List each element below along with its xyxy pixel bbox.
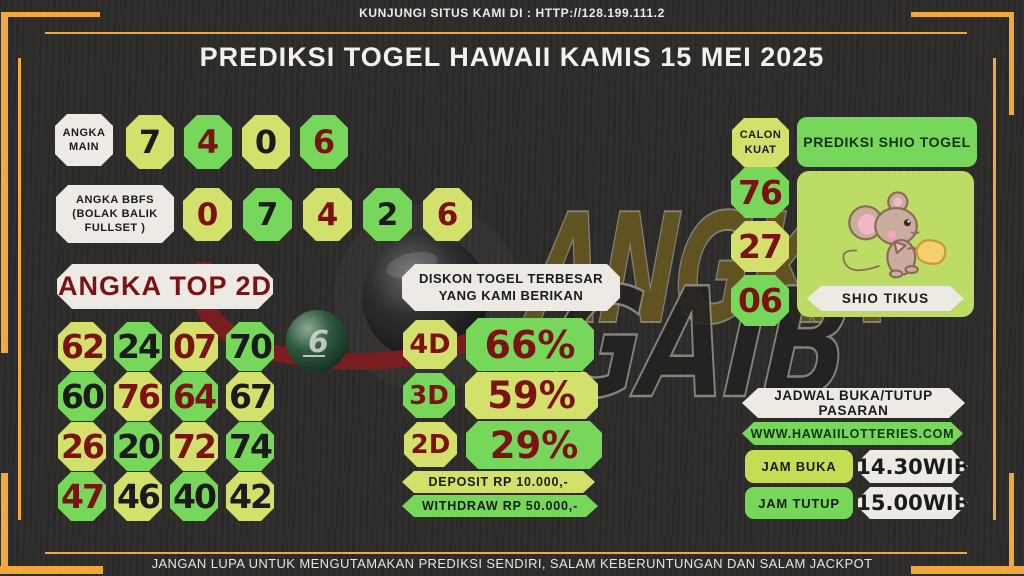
frame-corner-bl-v: [1, 473, 8, 568]
top2d-tile: 40: [170, 472, 218, 521]
frame-corner-tr-v: [1009, 12, 1014, 115]
frame-inner-right-line: [993, 58, 996, 520]
website-link[interactable]: WWW.HAWAIILOTTERIES.COM: [742, 422, 963, 445]
angka-top2d-grid: 62 24 07 70 60 76 64 67 26 20 72 74 47 4…: [58, 322, 274, 522]
jam-tutup-time: 15.00WIB: [858, 487, 968, 519]
top2d-tile: 74: [226, 422, 274, 471]
calon-kuat-tile: 06: [731, 275, 789, 326]
footer-note: JANGAN LUPA UNTUK MENGUTAMAKAN PREDIKSI …: [151, 556, 873, 571]
angka-bbfs-tile: 6: [423, 188, 472, 241]
shio-name-badge: SHIO TIKUS: [807, 286, 964, 311]
frame-corner-bl-h: [0, 566, 103, 574]
jam-buka-label: JAM BUKA: [745, 450, 853, 483]
calon-kuat-tile: 27: [731, 221, 789, 272]
diskon-3d-label: 3D: [403, 373, 455, 418]
top2d-tile: 62: [58, 322, 106, 371]
top2d-tile: 24: [114, 322, 162, 371]
calon-kuat-tiles: 76 27 06: [731, 167, 789, 326]
diskon-3d-value: 59%: [465, 372, 598, 419]
six-ball-icon: [286, 310, 348, 372]
diskon-4d-label: 4D: [403, 320, 457, 369]
deposit-info: DEPOSIT RP 10.000,-: [402, 471, 595, 493]
angka-main-tile: 0: [242, 115, 290, 169]
calon-kuat-tile: 76: [731, 167, 789, 218]
angka-bbfs-tile: 4: [303, 188, 352, 241]
angka-main-tile: 6: [300, 115, 348, 169]
site-url-notice[interactable]: KUNJUNGI SITUS KAMI DI : HTTP://128.199.…: [359, 6, 665, 20]
top2d-tile: 64: [170, 372, 218, 421]
angka-bbfs-tile: 0: [183, 188, 232, 241]
angka-main-label: ANGKA MAIN: [55, 114, 113, 166]
angka-main-tiles: 7 4 0 6: [126, 115, 348, 169]
frame-corner-br-v: [1009, 473, 1014, 568]
top2d-tile: 42: [226, 472, 274, 521]
six-ball-number: 6: [308, 325, 329, 360]
shio-panel: SHIO TIKUS: [797, 171, 974, 317]
top2d-tile: 46: [114, 472, 162, 521]
frame-corner-tl-v: [1, 12, 8, 353]
diskon-4d-value: 66%: [466, 318, 594, 371]
angka-top2d-label: ANGKA TOP 2D: [57, 264, 273, 309]
jadwal-title: JADWAL BUKA/TUTUP PASARAN: [742, 388, 965, 418]
top2d-tile: 76: [114, 372, 162, 421]
frame-corner-br-h: [911, 566, 1024, 574]
frame-bottom-line: [45, 552, 967, 554]
angka-bbfs-tile: 2: [363, 188, 412, 241]
top2d-tile: 67: [226, 372, 274, 421]
angka-bbfs-tiles: 0 7 4 2 6: [183, 188, 472, 241]
top2d-tile: 60: [58, 372, 106, 421]
top2d-tile: 20: [114, 422, 162, 471]
angka-main-tile: 7: [126, 115, 174, 169]
jam-tutup-label: JAM TUTUP: [745, 487, 853, 519]
jam-buka-time: 14.30WIB: [858, 450, 968, 483]
diskon-2d-label: 2D: [404, 422, 457, 467]
angka-main-tile: 4: [184, 115, 232, 169]
frame-corner-tl-h: [3, 12, 100, 17]
angka-bbfs-tile: 7: [243, 188, 292, 241]
calon-kuat-label: CALON KUAT: [732, 118, 789, 167]
diskon-title: DISKON TOGEL TERBESAR YANG KAMI BERIKAN: [402, 264, 620, 311]
frame-inner-left-line: [18, 58, 21, 520]
diskon-2d-value: 29%: [466, 421, 602, 469]
shio-tikus-mouse-icon: [842, 191, 947, 279]
top2d-tile: 72: [170, 422, 218, 471]
top2d-tile: 70: [226, 322, 274, 371]
shio-prediction-header: PREDIKSI SHIO TOGEL: [797, 117, 977, 167]
top2d-tile: 47: [58, 472, 106, 521]
top2d-tile: 07: [170, 322, 218, 371]
withdraw-info: WITHDRAW RP 50.000,-: [402, 495, 598, 517]
frame-corner-tr-h: [911, 12, 1013, 17]
top2d-tile: 26: [58, 422, 106, 471]
page-title: PREDIKSI TOGEL HAWAII KAMIS 15 MEI 2025: [199, 42, 825, 72]
angka-bbfs-label: ANGKA BBFS (BOLAK BALIK FULLSET ): [56, 185, 174, 243]
frame-top-line: [45, 32, 967, 34]
